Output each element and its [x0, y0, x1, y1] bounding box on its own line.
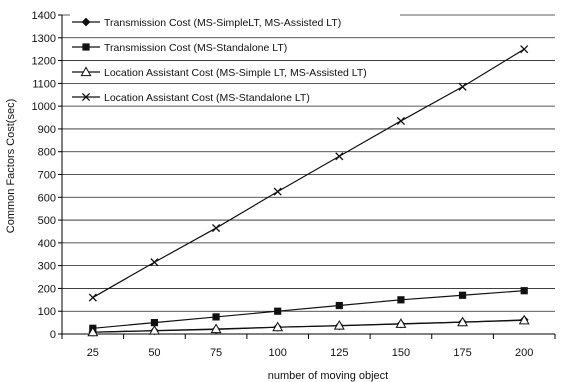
y-tick-label: 800 [38, 147, 56, 159]
data-point-stroke [458, 82, 467, 91]
y-tick-label: 300 [38, 261, 56, 273]
y-tick-label: 1200 [32, 56, 56, 68]
data-point-stroke [212, 223, 221, 233]
y-tick-label: 1400 [32, 10, 56, 22]
legend-item-2: Transmission Cost (MS-Standalone LT) [70, 39, 400, 55]
data-point [458, 82, 467, 91]
x-tick-label: 125 [330, 347, 348, 359]
x-tick-label: 175 [453, 347, 471, 359]
legend-label: Transmission Cost (MS-SimpleLT, MS-Assis… [104, 17, 341, 29]
data-point [212, 223, 221, 233]
data-point [458, 291, 467, 299]
data-point [518, 314, 530, 325]
y-tick-label: 600 [38, 192, 56, 204]
series-3 [87, 314, 530, 337]
y-tick-label: 900 [38, 124, 56, 136]
legend-label: Location Assistant Cost (MS-Simple LT, M… [104, 67, 367, 79]
y-tick-label: 0 [50, 329, 56, 341]
series-line [92, 48, 525, 299]
data-point [335, 152, 344, 161]
y-tick-label: 100 [38, 306, 56, 318]
data-point [397, 296, 405, 304]
data-point-stroke [81, 92, 91, 102]
data-point-stroke [88, 293, 97, 302]
legend-item-4: Location Assistant Cost (MS-Standalone L… [70, 89, 400, 105]
y-tick-label: 500 [38, 215, 56, 227]
data-point [81, 92, 91, 102]
series-line [92, 319, 525, 333]
x-axis-title: number of moving object [268, 370, 388, 382]
y-tick-label: 400 [38, 238, 56, 250]
x-tick-label: 200 [515, 347, 533, 359]
data-point [82, 43, 90, 51]
data-point [148, 324, 160, 335]
grid-lines [62, 14, 555, 312]
data-point [520, 45, 529, 54]
y-tick-label: 1100 [32, 78, 56, 90]
series-line [92, 290, 525, 329]
data-point-stroke [335, 152, 344, 161]
legend-item-bg [70, 89, 400, 105]
legend: Transmission Cost (MS-SimpleLT, MS-Assis… [70, 14, 400, 105]
data-point [273, 187, 282, 196]
data-point [335, 301, 343, 310]
axes [58, 14, 556, 339]
x-tick-labels: 25 50 75 100 125 150 175 200 [87, 347, 534, 359]
x-tick-label: 75 [210, 347, 222, 359]
data-point [333, 319, 345, 330]
x-tick-label: 100 [269, 347, 287, 359]
x-tick-label: 150 [392, 347, 410, 359]
data-point [81, 17, 91, 27]
series-2 [89, 287, 528, 332]
y-tick-label: 1300 [32, 33, 56, 45]
legend-label: Location Assistant Cost (MS-Standalone L… [104, 92, 310, 104]
series-lines [87, 45, 530, 337]
legend-item-bg [70, 39, 400, 55]
data-point [88, 293, 97, 302]
y-tick-label: 200 [38, 283, 56, 295]
data-point [520, 287, 528, 295]
y-tick-label: 1000 [32, 101, 56, 113]
data-point [274, 307, 282, 315]
series-4 [88, 45, 529, 302]
data-point [80, 66, 92, 77]
x-tick-label: 25 [87, 347, 99, 359]
data-point [87, 326, 99, 337]
data-point [210, 323, 222, 334]
data-point [150, 258, 159, 267]
legend-item-3: Location Assistant Cost (MS-Simple LT, M… [70, 64, 400, 80]
data-point-stroke [396, 116, 405, 126]
legend-item-1: Transmission Cost (MS-SimpleLT, MS-Assis… [70, 14, 400, 30]
y-tick-label: 700 [38, 170, 56, 182]
data-point-stroke [520, 45, 529, 54]
legend-label: Transmission Cost (MS-Standalone LT) [104, 42, 287, 54]
data-point [395, 318, 407, 328]
data-point-stroke [273, 187, 282, 196]
data-point [457, 316, 469, 327]
data-point [212, 313, 220, 321]
y-axis-title: Common Factors Cost(sec) [5, 99, 17, 233]
x-tick-label: 50 [148, 347, 160, 359]
data-point-stroke [150, 258, 159, 267]
data-point [150, 319, 159, 327]
y-tick-labels: 0 100 200 300 400 500 600 700 800 900 1000 1100 1200… [32, 10, 56, 341]
data-point [396, 116, 405, 126]
legend-item-bg [70, 14, 400, 30]
legend-item-bg [70, 64, 400, 80]
data-point [272, 321, 284, 332]
